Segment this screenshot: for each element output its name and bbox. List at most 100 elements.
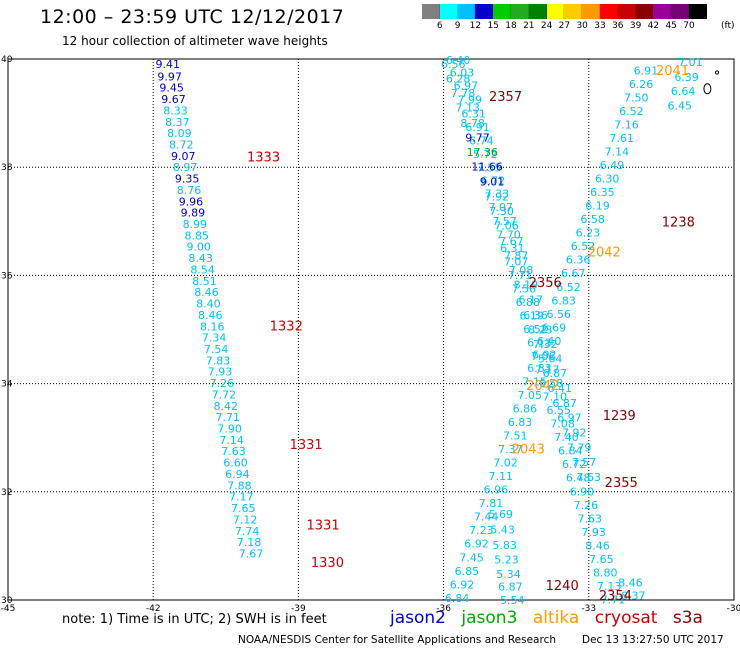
wave-height-value: 6.56 [441,58,466,71]
wave-height-value: 5.72 [473,148,498,161]
page-title: 12:00 – 23:59 UTC 12/12/2017 [40,6,345,28]
wave-height-value: 6.31 [500,242,525,255]
wave-height-value: 7.92 [485,190,510,203]
wave-height-value: 7.11 [488,470,513,483]
x-tick-label: -42 [146,604,161,614]
wave-height-value: 5.34 [496,568,521,581]
wave-height-value: 8.46 [194,286,219,299]
legend-unit: (ft) [721,21,735,31]
wave-height-value: 7.90 [217,423,242,436]
wave-height-value: 7.07 [488,201,513,214]
wave-height-value: 6.58 [539,377,564,390]
y-tick-label: 40 [1,55,13,65]
pass-time-label: 1333 [247,150,280,165]
wave-height-value: 5.43 [490,524,515,537]
wave-height-value: 7.74 [235,525,260,538]
wave-height-value: 6.97 [454,80,479,93]
wave-height-value: 7.32 [533,338,558,351]
pass-time-label: 1330 [311,556,344,571]
pass-time-label: 1238 [662,215,695,230]
wave-height-value: 6.19 [585,200,610,213]
pass-time-label: 2042 [588,246,621,261]
wave-height-value: 7.14 [605,146,630,159]
wave-height-value: 6.60 [223,457,248,470]
legend-tick-label: 27 [558,21,571,31]
wave-height-value: 7.61 [609,132,634,145]
wave-height-value: 6.45 [668,100,693,113]
credit-line: NOAA/NESDIS Center for Satellite Applica… [238,634,556,646]
wave-height-value: 5.69 [488,508,513,521]
wave-height-value: 8.76 [177,184,202,197]
wave-height-value: 6.90 [570,485,595,498]
wave-height-value: 8.78 [460,117,485,130]
legend-swatch [564,4,583,19]
legend-tick-label: 6 [436,21,443,31]
wave-height-value: 9.01 [480,175,505,188]
wave-height-value: 7.71 [601,593,626,606]
wave-height-value: 7.79 [567,441,592,454]
wave-height-value: 6.69 [542,321,567,334]
legend-swatch [439,4,458,19]
y-tick-label: 32 [1,488,12,498]
wave-height-value: 8.16 [200,320,225,333]
wave-height-value: 8.37 [621,590,646,603]
legend-tick-label: 39 [629,21,642,31]
y-tick-label: 30 [1,596,13,606]
legend-swatch [422,4,440,19]
wave-height-value: 8.80 [593,566,618,579]
wave-height-value: 6.48 [566,472,591,485]
wave-height-value: 8.85 [185,229,210,242]
wave-height-value: 6.86 [513,402,538,415]
wave-height-value: 7.17 [535,364,560,377]
wave-height-value: 6.28 [446,72,471,85]
legend-tick-label: 45 [665,21,677,31]
wave-height-value: 7.99 [457,94,482,107]
wave-height-value: 6.87 [543,367,568,380]
pass-time-label: 2042 [526,379,559,394]
wave-height-value: 6.83 [551,294,576,307]
legend-tick-label: 24 [540,21,553,31]
wave-height-value: 6.91 [465,121,490,134]
wave-height-value: 6.17 [518,294,543,307]
wave-height-value: 8.72 [169,138,194,151]
wave-height-value: 17.36 [467,146,499,159]
wave-height-value: 7.93 [208,366,233,379]
wave-height-value: 8.42 [214,400,239,413]
wave-height-value: 9.41 [155,58,180,71]
pass-time-label: 1239 [603,409,636,424]
wave-height-value: 6.74 [469,135,494,148]
wave-height-value: 6.19 [519,309,544,322]
wave-height-value: 7.71 [508,269,533,282]
wave-height-value: 6.91 [634,64,659,77]
wave-height-value: 7.45 [459,551,484,564]
wave-height-value: 7.67 [239,547,264,560]
wave-height-value: 7.30 [489,205,514,218]
wave-height-value: 6.49 [600,159,625,172]
wave-height-value: 7.63 [577,471,602,484]
legend-swatch [653,4,672,19]
wave-height-value: 9.77 [465,131,490,144]
x-tick-label: -30 [727,604,740,614]
wave-height-value: 6.55 [547,404,572,417]
wave-height-value: 6.85 [455,565,480,578]
legend-swatch [617,4,636,19]
mission-jason3: jason3 [461,608,518,628]
y-tick-label: 36 [1,271,13,281]
wave-height-value: 6.67 [561,267,586,280]
wave-height-value: 9.00 [186,241,211,254]
wave-height-value: 9.07 [171,150,196,163]
wave-height-value: 6.40 [446,54,471,67]
wave-height-value: 6.13 [527,336,552,349]
wave-height-value: 7.10 [543,391,568,404]
wave-height-value: 6.87 [552,397,577,410]
wave-height-value: 6.23 [576,227,601,240]
legend-tick-label: 21 [523,21,535,31]
wave-height-value: 6.92 [532,348,557,361]
wave-height-value: 6.96 [484,484,509,497]
wave-height-value: 6.72 [481,175,506,188]
wave-height-value: 6.84 [445,592,470,605]
wave-height-value: 7.78 [451,87,476,100]
wave-height-value: 8.46 [585,539,610,552]
legend-tick-label: 42 [647,21,660,31]
wave-height-value: 7.54 [204,343,229,356]
